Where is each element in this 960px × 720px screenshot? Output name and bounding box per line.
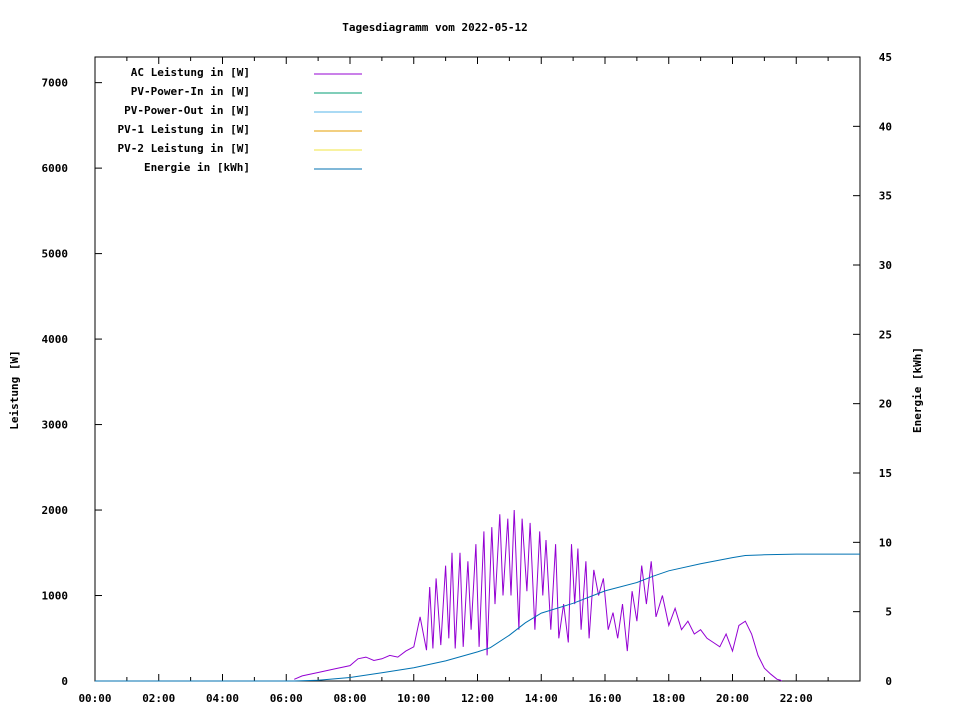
x-tick-label: 08:00 xyxy=(333,692,366,705)
y-tick-label: 5000 xyxy=(42,248,69,261)
y2-tick-label: 10 xyxy=(879,536,892,549)
y-tick-label: 7000 xyxy=(42,77,69,90)
y-tick-label: 4000 xyxy=(42,333,69,346)
series-line-0 xyxy=(294,509,783,682)
legend-label: AC Leistung in [W] xyxy=(131,66,250,79)
y2-tick-label: 25 xyxy=(879,328,892,341)
y-axis-label: Leistung [W] xyxy=(8,350,21,429)
y-tick-label: 1000 xyxy=(42,590,69,603)
x-tick-label: 22:00 xyxy=(780,692,813,705)
x-tick-label: 06:00 xyxy=(270,692,303,705)
y2-tick-label: 5 xyxy=(885,606,892,619)
y2-tick-label: 30 xyxy=(879,259,892,272)
y2-tick-label: 35 xyxy=(879,190,892,203)
x-tick-label: 02:00 xyxy=(142,692,175,705)
axis-ticks: 00:00 02:00 04:00 06:00 08:00 10:00 12:00 14:00… xyxy=(42,51,893,705)
legend-label: PV-Power-Out in [W] xyxy=(124,104,250,117)
y-tick-label: 2000 xyxy=(42,504,69,517)
x-tick-label: 16:00 xyxy=(588,692,621,705)
chart-title: Tagesdiagramm vom 2022-05-12 xyxy=(342,21,527,34)
legend-label: Energie in [kWh] xyxy=(144,161,250,174)
y2-tick-label: 0 xyxy=(885,675,892,688)
series-line-5 xyxy=(95,553,860,682)
legend-label: PV-2 Leistung in [W] xyxy=(118,142,250,155)
x-tick-label: 14:00 xyxy=(525,692,558,705)
y-tick-label: 3000 xyxy=(42,419,69,432)
y2-axis-label: Energie [kWh] xyxy=(911,347,924,433)
x-tick-label: 00:00 xyxy=(78,692,111,705)
legend-label: PV-Power-In in [W] xyxy=(131,85,250,98)
x-tick-label: 18:00 xyxy=(652,692,685,705)
y2-tick-label: 40 xyxy=(879,120,892,133)
legend: AC Leistung in [W] PV-Power-In in [W] PV-P… xyxy=(118,66,362,174)
y2-tick-label: 45 xyxy=(879,51,892,64)
x-tick-label: 04:00 xyxy=(206,692,239,705)
x-tick-label: 12:00 xyxy=(461,692,494,705)
y2-tick-label: 20 xyxy=(879,398,892,411)
x-tick-label: 20:00 xyxy=(716,692,749,705)
y2-tick-label: 15 xyxy=(879,467,892,480)
y-tick-label: 0 xyxy=(61,675,68,688)
x-tick-label: 10:00 xyxy=(397,692,430,705)
y-tick-label: 6000 xyxy=(42,162,69,175)
series-group xyxy=(95,509,860,682)
legend-label: PV-1 Leistung in [W] xyxy=(118,123,250,136)
